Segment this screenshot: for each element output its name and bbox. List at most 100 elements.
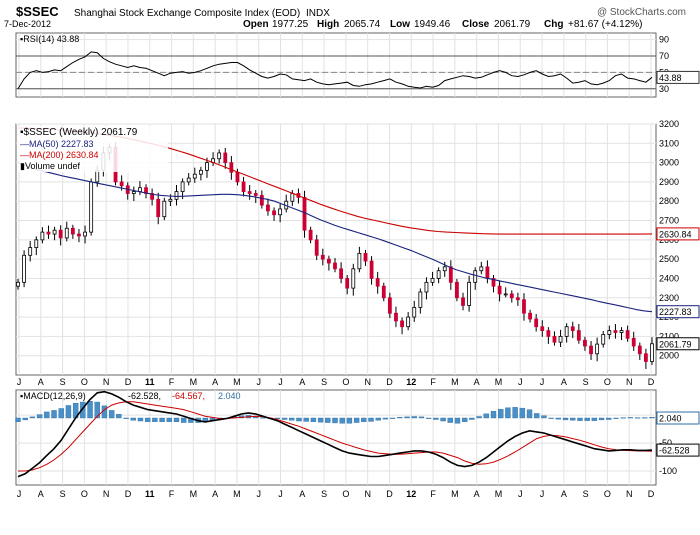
price-y-tick-label: 2500 (659, 254, 679, 264)
macd-histogram-bar (382, 417, 389, 420)
macd-axis-month-label: N (103, 489, 110, 499)
macd-axis-month-label: 11 (145, 489, 155, 499)
candle-body (327, 258, 331, 264)
candle-body (266, 204, 270, 212)
low-label: Low (390, 19, 410, 30)
macd-histogram-bar (404, 416, 410, 419)
macd-axis-month-label: M (233, 489, 241, 499)
candle-body (186, 177, 191, 183)
candle-body (436, 270, 441, 279)
macd-axis-month-label: S (321, 489, 327, 499)
macd-axis-month-label: O (604, 489, 611, 499)
candle-body (552, 335, 557, 343)
candle-body (558, 335, 563, 343)
low-value: 1949.46 (414, 19, 451, 30)
macd-axis-month-label: M (190, 489, 198, 499)
chart-legends: ▪RSI(14) 43.88▪$SSEC (Weekly) 2061.79—MA… (18, 34, 241, 401)
macd-histogram-bar (281, 417, 288, 420)
price-y-tick-label: 3000 (659, 158, 679, 168)
macd-histogram-bar (584, 417, 590, 421)
open-label: Open (243, 19, 269, 30)
candle-body (345, 278, 350, 289)
candle-body (363, 252, 368, 262)
candle-body (619, 330, 624, 333)
candle-body (138, 187, 142, 192)
macd-axis-month-label: A (212, 489, 218, 499)
macd-histogram-bar (166, 417, 172, 422)
price-axis-month-label: A (474, 377, 480, 387)
macd-axis-month-label: O (81, 489, 88, 499)
macd-histogram-bar (411, 416, 417, 419)
macd-histogram-bar (116, 414, 122, 419)
candle-body (637, 345, 642, 355)
macd-histogram-bar (454, 417, 461, 424)
price-axis-month-label: J (518, 377, 523, 387)
index-name: Shanghai Stock Exchange Composite Index … (74, 8, 300, 19)
macd-histogram-bar (613, 417, 619, 419)
candle-body (70, 227, 75, 235)
candle-body (290, 193, 295, 202)
macd-histogram-bar (303, 417, 309, 422)
candle-body (534, 318, 539, 328)
macd-legend-hist: 2.040 (218, 391, 241, 401)
candle-body (497, 285, 502, 295)
macd-axis-month-label: S (60, 489, 66, 499)
candle-body (253, 193, 258, 196)
close-last-value: 2061.79 (659, 339, 692, 349)
candle-body (442, 266, 447, 272)
candle-body (205, 162, 209, 171)
candle-body (28, 247, 33, 256)
candle-body (351, 268, 356, 289)
ticker-symbol: $SSEC (16, 4, 59, 19)
price-axis-month-label: M (495, 377, 503, 387)
chg-value: +81.67 (+4.12%) (568, 19, 643, 30)
price-axis-month-label: 11 (145, 377, 155, 387)
macd-histogram-bar (562, 417, 569, 421)
macd-axis-month-label: A (561, 489, 567, 499)
price-axis-month-label: A (38, 377, 44, 387)
macd-time-axis: J A S O N D 11 F M A M J J A S O N D 12 F M A M J J A S O N D (17, 489, 655, 499)
macd-histogram-bar (65, 405, 72, 419)
open-value: 1977.25 (272, 19, 309, 30)
volume-legend: ▮Volume undef (20, 161, 80, 171)
candle-body (259, 195, 264, 206)
candle-body (46, 231, 51, 235)
macd-axis-month-label: D (125, 489, 132, 499)
macd-axis-month-label: M (451, 489, 459, 499)
candle-body (241, 181, 246, 192)
macd-histogram-bar (498, 409, 504, 419)
price-axis-month-label: O (81, 377, 88, 387)
macd-histogram-bar (181, 417, 187, 423)
ma50-last-value-box (656, 305, 700, 319)
macd-histogram-bar (534, 413, 540, 419)
candle-body (333, 262, 337, 270)
candle-body (131, 191, 136, 194)
macd-histogram-bar (159, 417, 165, 422)
price-axis-month-label: N (626, 377, 633, 387)
macd-histogram-bar (598, 417, 605, 421)
candle-body (412, 307, 417, 318)
chg-label: Chg (544, 19, 563, 30)
macd-histogram-bar (505, 407, 511, 419)
macd-frame (15, 389, 657, 486)
price-axis-month-label: D (648, 377, 655, 387)
macd-axis-month-label: A (299, 489, 305, 499)
rsi-y-tick-label: 30 (659, 84, 669, 94)
macd-legend-name: ▪MACD(12,26,9) (20, 391, 86, 401)
price-axis-month-label: M (451, 377, 459, 387)
macd-histogram-bar (310, 417, 317, 422)
macd-histogram-bar (296, 417, 302, 422)
price-axis-month-label: J (278, 377, 283, 387)
candle-body (308, 229, 313, 241)
price-axis-month-label: J (256, 377, 261, 387)
candle-body (515, 297, 520, 301)
price-y-tick-label: 2000 (659, 351, 679, 361)
macd-histogram-bar (469, 417, 475, 420)
price-axis-month-label: N (103, 377, 110, 387)
candle-body (192, 173, 197, 179)
price-axis-month-label: J (17, 377, 22, 387)
candle-body (595, 343, 600, 355)
candle-body (406, 316, 411, 328)
macd-histogram-bar (22, 417, 28, 421)
macd-histogram-bar (541, 415, 547, 419)
